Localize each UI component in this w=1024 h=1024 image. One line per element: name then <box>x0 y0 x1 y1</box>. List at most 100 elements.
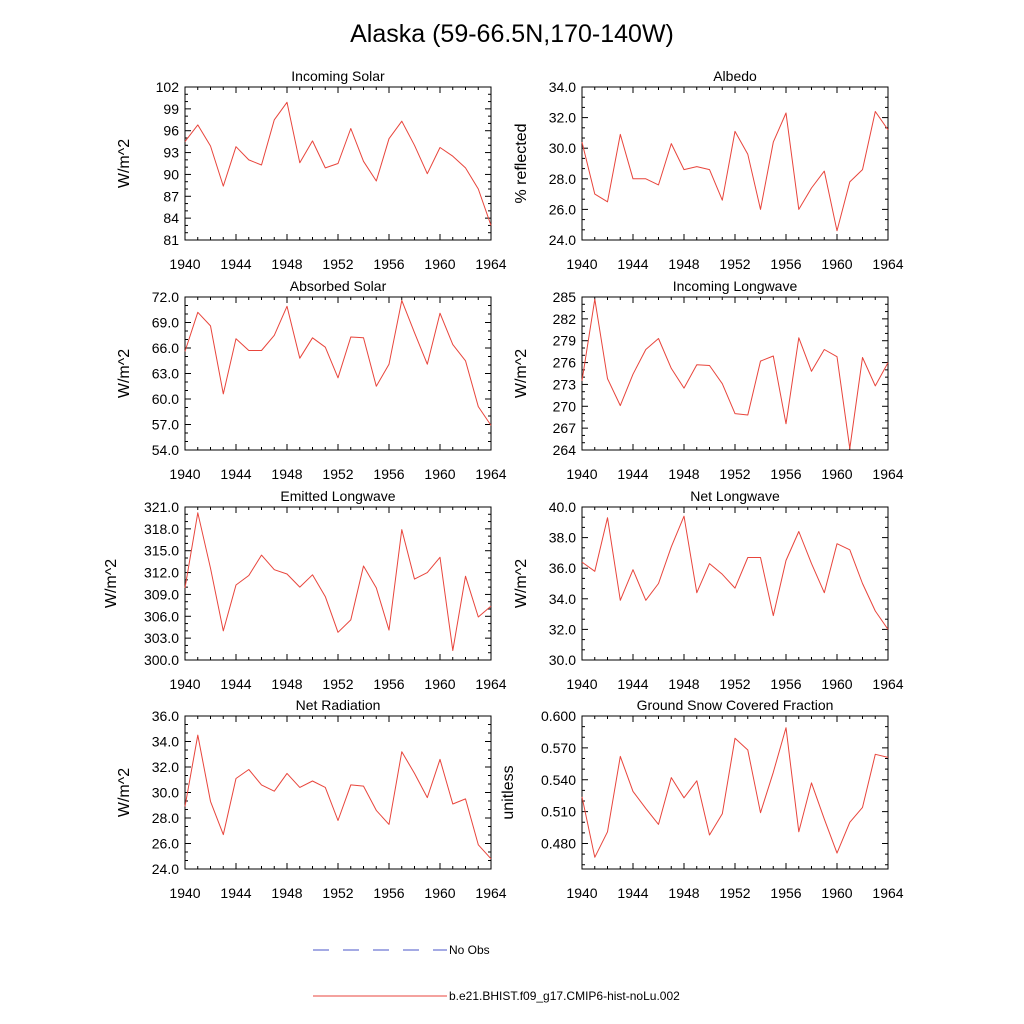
series-line <box>184 512 492 651</box>
x-tick-label: 1952 <box>322 466 353 482</box>
y-tick-label: 63.0 <box>152 366 179 382</box>
x-tick-label: 1944 <box>220 466 251 482</box>
y-tick-label: 30.0 <box>549 140 576 156</box>
plot-frame <box>581 296 889 451</box>
x-tick-label: 1944 <box>617 256 648 272</box>
plot-frame <box>184 296 492 451</box>
y-tick-label: 0.510 <box>541 804 576 820</box>
chart-panel-7: Net Radiation 24.0 26.0 28.0 30.0 32.0 34.0 36.… <box>116 697 507 901</box>
x-tick-label: 1964 <box>475 466 506 482</box>
y-tick-label: 32.0 <box>549 621 576 637</box>
y-axis-label: % reflected <box>513 123 530 203</box>
y-tick-label: 102 <box>156 79 180 95</box>
x-tick-label: 1952 <box>719 256 750 272</box>
x-tick-label: 1964 <box>872 466 903 482</box>
y-tick-label: 273 <box>553 376 577 392</box>
x-tick-label: 1940 <box>169 676 200 692</box>
plot-frame <box>184 506 492 661</box>
x-tick-label: 1944 <box>617 676 648 692</box>
y-tick-label: 30.0 <box>549 652 576 668</box>
y-tick-label: 32.0 <box>152 759 179 775</box>
y-tick-label: 38.0 <box>549 530 576 546</box>
y-tick-label: 24.0 <box>152 861 179 877</box>
x-tick-label: 1948 <box>668 256 699 272</box>
x-tick-label: 1948 <box>668 676 699 692</box>
x-tick-label: 1956 <box>770 885 801 901</box>
y-tick-label: 34.0 <box>549 591 576 607</box>
y-tick-label: 312.0 <box>144 565 179 581</box>
panel-title: Incoming Solar <box>291 68 385 84</box>
x-tick-label: 1956 <box>373 885 404 901</box>
x-tick-label: 1940 <box>566 256 597 272</box>
y-tick-label: 270 <box>553 398 577 414</box>
series-line <box>184 101 492 226</box>
series-line <box>184 734 492 860</box>
chart-panel-8: Ground Snow Covered Fraction 0.480 0.510 0.… <box>500 697 904 901</box>
y-tick-label: 0.480 <box>541 836 576 852</box>
panel-title: Net Radiation <box>296 697 381 713</box>
panel-title: Albedo <box>713 68 757 84</box>
y-tick-label: 267 <box>553 420 577 436</box>
y-tick-label: 34.0 <box>549 79 576 95</box>
y-axis-label: W/m^2 <box>513 349 530 398</box>
plot-frame <box>184 715 492 870</box>
y-tick-label: 24.0 <box>549 232 576 248</box>
x-tick-label: 1948 <box>271 466 302 482</box>
y-tick-label: 36.0 <box>549 560 576 576</box>
x-tick-label: 1964 <box>475 676 506 692</box>
x-tick-label: 1952 <box>719 676 750 692</box>
x-tick-label: 1956 <box>373 256 404 272</box>
y-tick-label: 306.0 <box>144 608 179 624</box>
panel-title: Absorbed Solar <box>290 278 387 294</box>
x-tick-label: 1960 <box>424 256 455 272</box>
legend-label-model-run: b.e21.BHIST.f09_g17.CMIP6-hist-noLu.002 <box>449 989 680 1003</box>
series-line <box>581 727 889 858</box>
x-tick-label: 1960 <box>424 466 455 482</box>
chart-panel-6: Net Longwave 30.0 32.0 34.0 36.0 38.0 40.0 1940… <box>513 488 904 692</box>
x-tick-label: 1964 <box>475 256 506 272</box>
y-tick-label: 315.0 <box>144 543 179 559</box>
series-line <box>581 298 889 449</box>
y-tick-label: 26.0 <box>152 836 179 852</box>
y-tick-label: 282 <box>553 311 577 327</box>
x-tick-label: 1940 <box>566 676 597 692</box>
plot-frame <box>581 506 889 661</box>
legend-item-model-run: b.e21.BHIST.f09_g17.CMIP6-hist-noLu.002 <box>313 989 680 1003</box>
y-tick-label: 0.600 <box>541 708 576 724</box>
y-tick-label: 300.0 <box>144 652 179 668</box>
x-tick-label: 1940 <box>566 885 597 901</box>
legend-label-no-obs: No Obs <box>449 943 490 957</box>
x-tick-label: 1948 <box>271 256 302 272</box>
y-tick-label: 34.0 <box>152 734 179 750</box>
y-tick-label: 57.0 <box>152 417 179 433</box>
x-tick-label: 1956 <box>373 466 404 482</box>
x-tick-label: 1964 <box>872 256 903 272</box>
x-tick-label: 1952 <box>719 885 750 901</box>
x-tick-label: 1940 <box>169 885 200 901</box>
y-tick-label: 303.0 <box>144 630 179 646</box>
chart-panels: Incoming Solar 81 84 87 90 93 96 99 102 1940 1944 1… <box>103 68 904 901</box>
chart-panel-4: Incoming Longwave 264 267 270 273 276 279 282 28… <box>513 278 904 482</box>
legend-item-no-obs: No Obs <box>313 943 490 957</box>
panel-title: Net Longwave <box>690 488 780 504</box>
legend: No Obs b.e21.BHIST.f09_g17.CMIP6-hist-no… <box>313 943 680 1003</box>
x-tick-label: 1960 <box>821 676 852 692</box>
y-tick-label: 60.0 <box>152 391 179 407</box>
y-tick-label: 32.0 <box>549 110 576 126</box>
y-tick-label: 36.0 <box>152 708 179 724</box>
plot-frame <box>581 86 889 241</box>
chart-panel-3: Absorbed Solar 54.0 57.0 60.0 63.0 66.0 69.0 72… <box>116 278 507 482</box>
y-tick-label: 276 <box>553 355 577 371</box>
y-tick-label: 30.0 <box>152 785 179 801</box>
y-tick-label: 0.540 <box>541 772 576 788</box>
y-tick-label: 28.0 <box>152 810 179 826</box>
x-tick-label: 1964 <box>475 885 506 901</box>
chart-panel-5: Emitted Longwave 300.0 303.0 306.0 309.0 312.… <box>103 488 507 692</box>
x-tick-label: 1952 <box>322 676 353 692</box>
y-tick-label: 69.0 <box>152 315 179 331</box>
y-tick-label: 285 <box>553 289 577 305</box>
y-tick-label: 93 <box>163 145 179 161</box>
y-tick-label: 309.0 <box>144 586 179 602</box>
y-tick-label: 90 <box>163 166 179 182</box>
x-tick-label: 1960 <box>424 676 455 692</box>
